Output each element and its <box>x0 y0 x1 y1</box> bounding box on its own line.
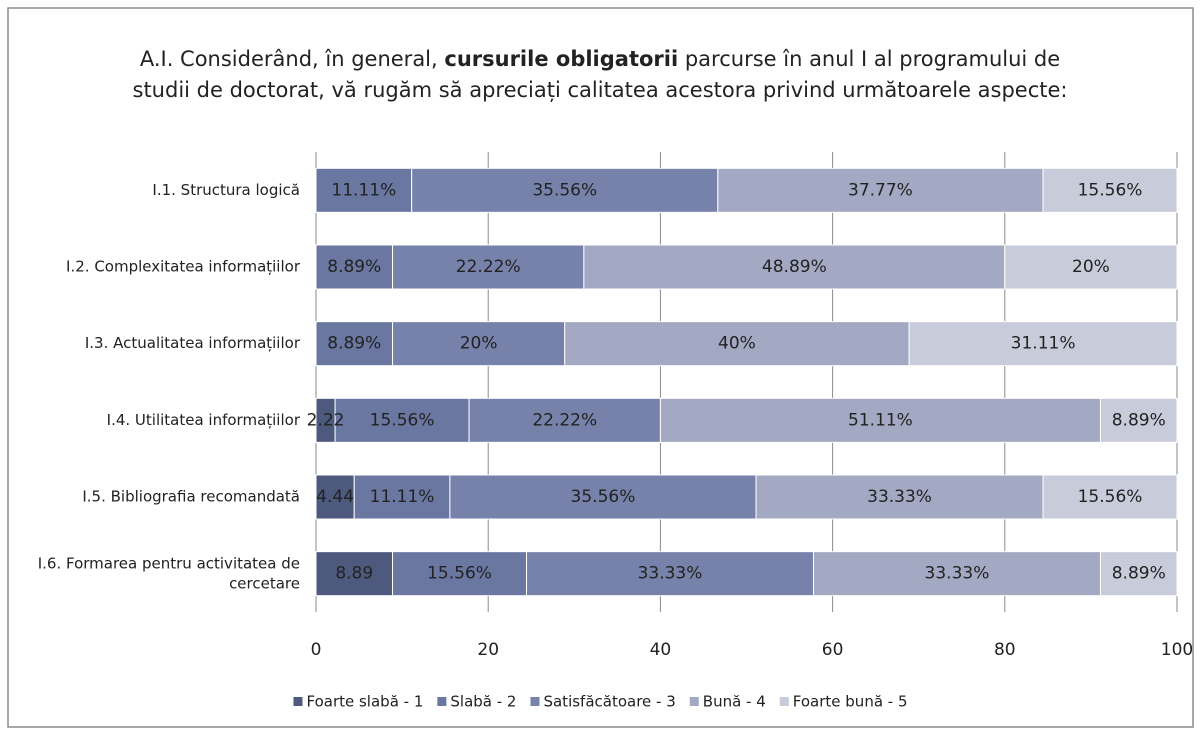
x-tick-label: 20 <box>477 640 499 660</box>
data-label: 51.11% <box>848 410 913 430</box>
y-tick-label: I.1. Structura logică <box>152 181 300 199</box>
data-label: 33.33% <box>867 487 932 507</box>
bar-segment <box>717 167 1044 213</box>
data-label: 2.22 <box>307 410 345 430</box>
bar-segment <box>411 167 719 213</box>
bar-segment <box>353 474 451 520</box>
bar-segment <box>526 551 814 597</box>
bar-segment <box>315 244 394 290</box>
legend-label: Slabă - 2 <box>450 693 516 711</box>
bar-segment <box>315 474 355 520</box>
data-label: 40% <box>718 334 756 354</box>
data-label: 48.89% <box>762 257 827 277</box>
data-label: 11.11% <box>331 180 396 200</box>
data-label: 35.56% <box>532 180 597 200</box>
data-label: 15.56% <box>370 410 435 430</box>
bar-segment <box>1042 167 1178 213</box>
legend-label: Foarte bună - 5 <box>793 693 908 711</box>
data-label: 8.89 <box>335 564 373 584</box>
y-tick-label: I.3. Actualitatea informațiilor <box>85 334 301 352</box>
data-label: 11.11% <box>370 487 435 507</box>
bar-segment <box>392 244 585 290</box>
data-label: 20% <box>460 334 498 354</box>
legend-swatch <box>689 697 699 706</box>
bar-segment <box>1042 474 1178 520</box>
data-label: 8.89% <box>327 334 381 354</box>
data-label: 31.11% <box>1011 334 1076 354</box>
x-tick-label: 80 <box>994 640 1016 660</box>
title-part: parcurse în anul I al programului de stu… <box>132 47 1068 102</box>
data-label: 15.56% <box>1078 487 1143 507</box>
x-tick-label: 60 <box>822 640 844 660</box>
data-label: 35.56% <box>571 487 636 507</box>
data-label: 8.89% <box>1112 410 1166 430</box>
y-tick-label: I.4. Utilitatea informațiilor <box>107 411 301 429</box>
legend-swatch <box>293 697 303 706</box>
bar-segment <box>812 551 1101 597</box>
bar-segment <box>334 397 470 443</box>
data-label: 15.56% <box>427 564 492 584</box>
data-label: 33.33% <box>638 564 703 584</box>
y-tick-label-line: I.6. Formarea pentru activitatea de <box>38 554 300 572</box>
bar-segment <box>755 474 1044 520</box>
bar-segment <box>908 321 1178 367</box>
data-label: 4.44 <box>316 487 354 507</box>
data-label: 8.89% <box>1112 564 1166 584</box>
bar-segment <box>315 167 413 213</box>
bar-segment <box>564 321 910 367</box>
bar-segment <box>1004 244 1178 290</box>
legend-swatch <box>530 697 540 706</box>
y-tick-label: I.6. Formarea pentru activitatea de cerce… <box>38 554 300 592</box>
chart-title: A.I. Considerând, în general, cursurile … <box>120 44 1080 106</box>
bar-segment <box>315 321 394 367</box>
data-label: 33.33% <box>925 564 990 584</box>
bar-segment <box>1099 397 1178 443</box>
bar-segment <box>392 551 528 597</box>
y-tick-label-line: cercetare <box>229 574 300 592</box>
y-tick-label: I.5. Bibliografia recomandată <box>82 488 300 506</box>
x-tick-label: 0 <box>311 640 322 660</box>
chart-border <box>7 7 1194 728</box>
x-tick-label: 40 <box>650 640 672 660</box>
bar-segment <box>449 474 757 520</box>
bar-segment <box>659 397 1101 443</box>
x-tick-label: 100 <box>1161 640 1193 660</box>
legend-label: Foarte slabă - 1 <box>306 693 423 711</box>
data-label: 20% <box>1072 257 1110 277</box>
bar-segment <box>468 397 661 443</box>
data-label: 22.22% <box>532 410 597 430</box>
title-bold: cursurile obligatorii <box>444 47 679 71</box>
bar-segment <box>1099 551 1178 597</box>
legend-label: Bună - 4 <box>703 693 766 711</box>
y-tick-label: I.2. Complexitatea informațiilor <box>66 258 301 276</box>
data-label: 37.77% <box>848 180 913 200</box>
data-label: 8.89% <box>327 257 381 277</box>
data-label: 15.56% <box>1078 180 1143 200</box>
title-part: A.I. Considerând, în general, <box>139 47 445 71</box>
data-label: 22.22% <box>456 257 521 277</box>
legend-swatch <box>779 697 789 706</box>
legend-label: Satisfăcătoare - 3 <box>543 693 675 711</box>
legend-swatch <box>437 697 447 706</box>
